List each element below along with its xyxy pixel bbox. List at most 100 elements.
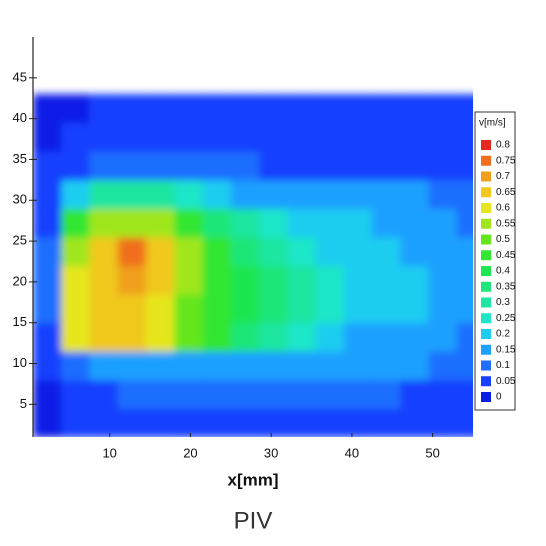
cell xyxy=(89,94,119,124)
y-tick-label: 25 xyxy=(13,233,27,248)
cell xyxy=(343,408,373,437)
field xyxy=(33,94,473,437)
cell xyxy=(33,208,62,238)
cell xyxy=(372,379,401,409)
cell xyxy=(287,379,317,409)
colorbar-swatch xyxy=(481,218,491,229)
cell xyxy=(230,208,260,238)
cell xyxy=(343,294,373,324)
cell xyxy=(230,94,260,124)
cell xyxy=(456,122,473,152)
cell xyxy=(428,151,458,181)
cell xyxy=(202,237,232,267)
cell xyxy=(287,237,317,267)
colorbar-swatch xyxy=(481,203,491,213)
colorbar-label: 0.2 xyxy=(496,329,510,340)
cell xyxy=(33,294,62,324)
cell xyxy=(287,322,317,352)
cell xyxy=(61,379,91,409)
cell xyxy=(146,265,175,295)
cell xyxy=(315,179,345,209)
cell xyxy=(202,322,232,352)
cell xyxy=(400,122,430,152)
cell xyxy=(61,151,91,181)
colorbar-label: 0.15 xyxy=(496,344,516,355)
cell xyxy=(343,151,373,181)
cell xyxy=(259,408,288,437)
x-tick-label: 50 xyxy=(425,445,439,460)
colorbar-label: 0.5 xyxy=(496,234,510,245)
cell xyxy=(259,294,288,324)
colorbar-swatch xyxy=(481,155,491,166)
cell xyxy=(202,294,232,324)
cell xyxy=(33,94,62,124)
colorbar-swatch xyxy=(481,250,491,261)
colorbar-label: 0.55 xyxy=(496,218,516,229)
cell xyxy=(146,94,175,124)
cell xyxy=(400,322,430,352)
cell xyxy=(230,151,260,181)
cell xyxy=(174,294,204,324)
colorbar-swatch xyxy=(481,313,491,324)
cell xyxy=(456,265,473,295)
cell xyxy=(117,322,147,352)
cell xyxy=(117,179,147,209)
cell xyxy=(202,94,232,124)
x-tick-label: 20 xyxy=(183,445,197,460)
cell xyxy=(287,208,317,238)
cell xyxy=(400,151,430,181)
cell xyxy=(117,151,147,181)
cell xyxy=(117,408,147,437)
cell xyxy=(89,151,119,181)
cell xyxy=(259,179,288,209)
cell xyxy=(428,379,458,409)
cell xyxy=(174,151,204,181)
cell xyxy=(315,265,345,295)
cell xyxy=(89,294,119,324)
cell xyxy=(315,408,345,437)
x-tick-label: 10 xyxy=(102,445,116,460)
cell xyxy=(202,408,232,437)
cell xyxy=(287,351,317,381)
colorbar-box xyxy=(474,111,516,411)
cell xyxy=(428,408,458,437)
cell xyxy=(230,237,260,267)
cell xyxy=(146,179,175,209)
cell xyxy=(400,179,430,209)
cell xyxy=(117,351,147,381)
cell xyxy=(89,208,119,238)
colorbar-label: 0.65 xyxy=(496,187,516,198)
y-tick-label: 45 xyxy=(13,69,27,84)
colorbar-label: 0 xyxy=(496,392,502,403)
colorbar-label: 0.8 xyxy=(496,140,510,151)
cell xyxy=(287,179,317,209)
cell xyxy=(400,237,430,267)
cell xyxy=(61,265,91,295)
cell xyxy=(456,94,473,124)
cell xyxy=(89,379,119,409)
y-tick-label: 5 xyxy=(20,396,27,411)
cell xyxy=(89,322,119,352)
cell xyxy=(202,208,232,238)
cell xyxy=(400,265,430,295)
cell xyxy=(174,208,204,238)
cell xyxy=(259,265,288,295)
cell xyxy=(428,351,458,381)
cell xyxy=(315,208,345,238)
y-tick-label: 20 xyxy=(13,273,27,288)
cell xyxy=(259,94,288,124)
cell xyxy=(400,94,430,124)
cell xyxy=(315,351,345,381)
colorbar-swatch xyxy=(481,187,491,198)
cell xyxy=(146,408,175,437)
cell xyxy=(287,151,317,181)
cell xyxy=(117,208,147,238)
colorbar-label: 0.35 xyxy=(496,281,516,292)
cell xyxy=(146,379,175,409)
colorbar-swatch xyxy=(481,266,491,276)
cell xyxy=(202,179,232,209)
cell xyxy=(315,122,345,152)
cell xyxy=(343,237,373,267)
y-tick-label: 10 xyxy=(13,355,27,370)
cell xyxy=(117,379,147,409)
